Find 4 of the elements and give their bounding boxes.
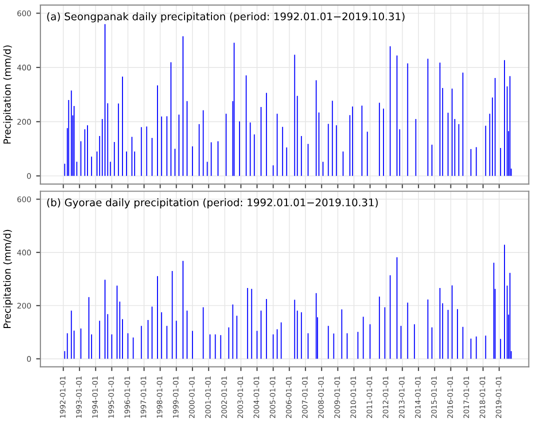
y-axis-title: Precipitation (mm/d) bbox=[3, 230, 13, 328]
y-axis-title: Precipitation (mm/d) bbox=[3, 45, 13, 144]
text: (b) Gyorae daily precipitation (period: 1992.01.01−2019.10.31) bbox=[47, 198, 378, 208]
text: (a) Seongpanak daily precipitation (period: 1992.01.01−2019.10.31) bbox=[47, 12, 404, 22]
